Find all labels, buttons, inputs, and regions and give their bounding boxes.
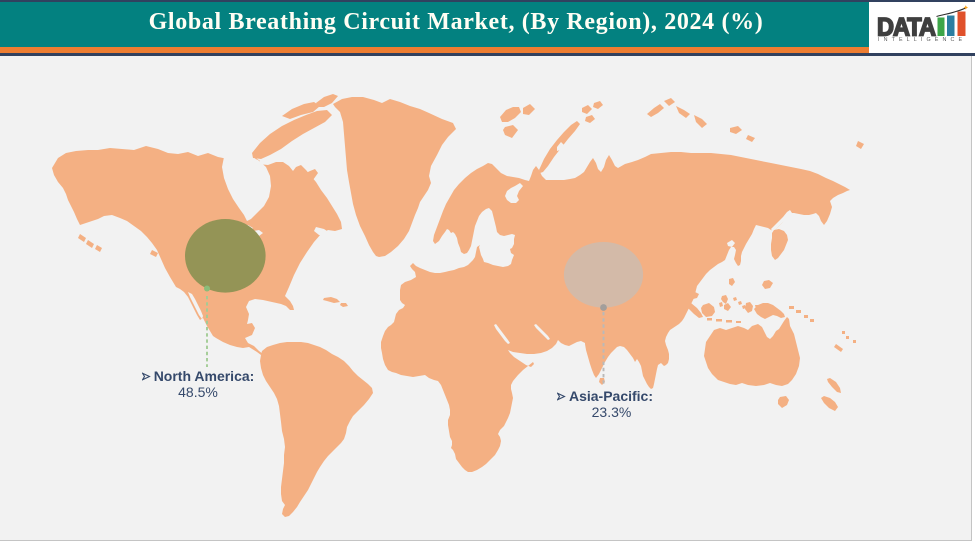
svg-text:DATA: DATA — [877, 14, 936, 42]
svg-text:INTELLIGENCE: INTELLIGENCE — [878, 37, 966, 43]
